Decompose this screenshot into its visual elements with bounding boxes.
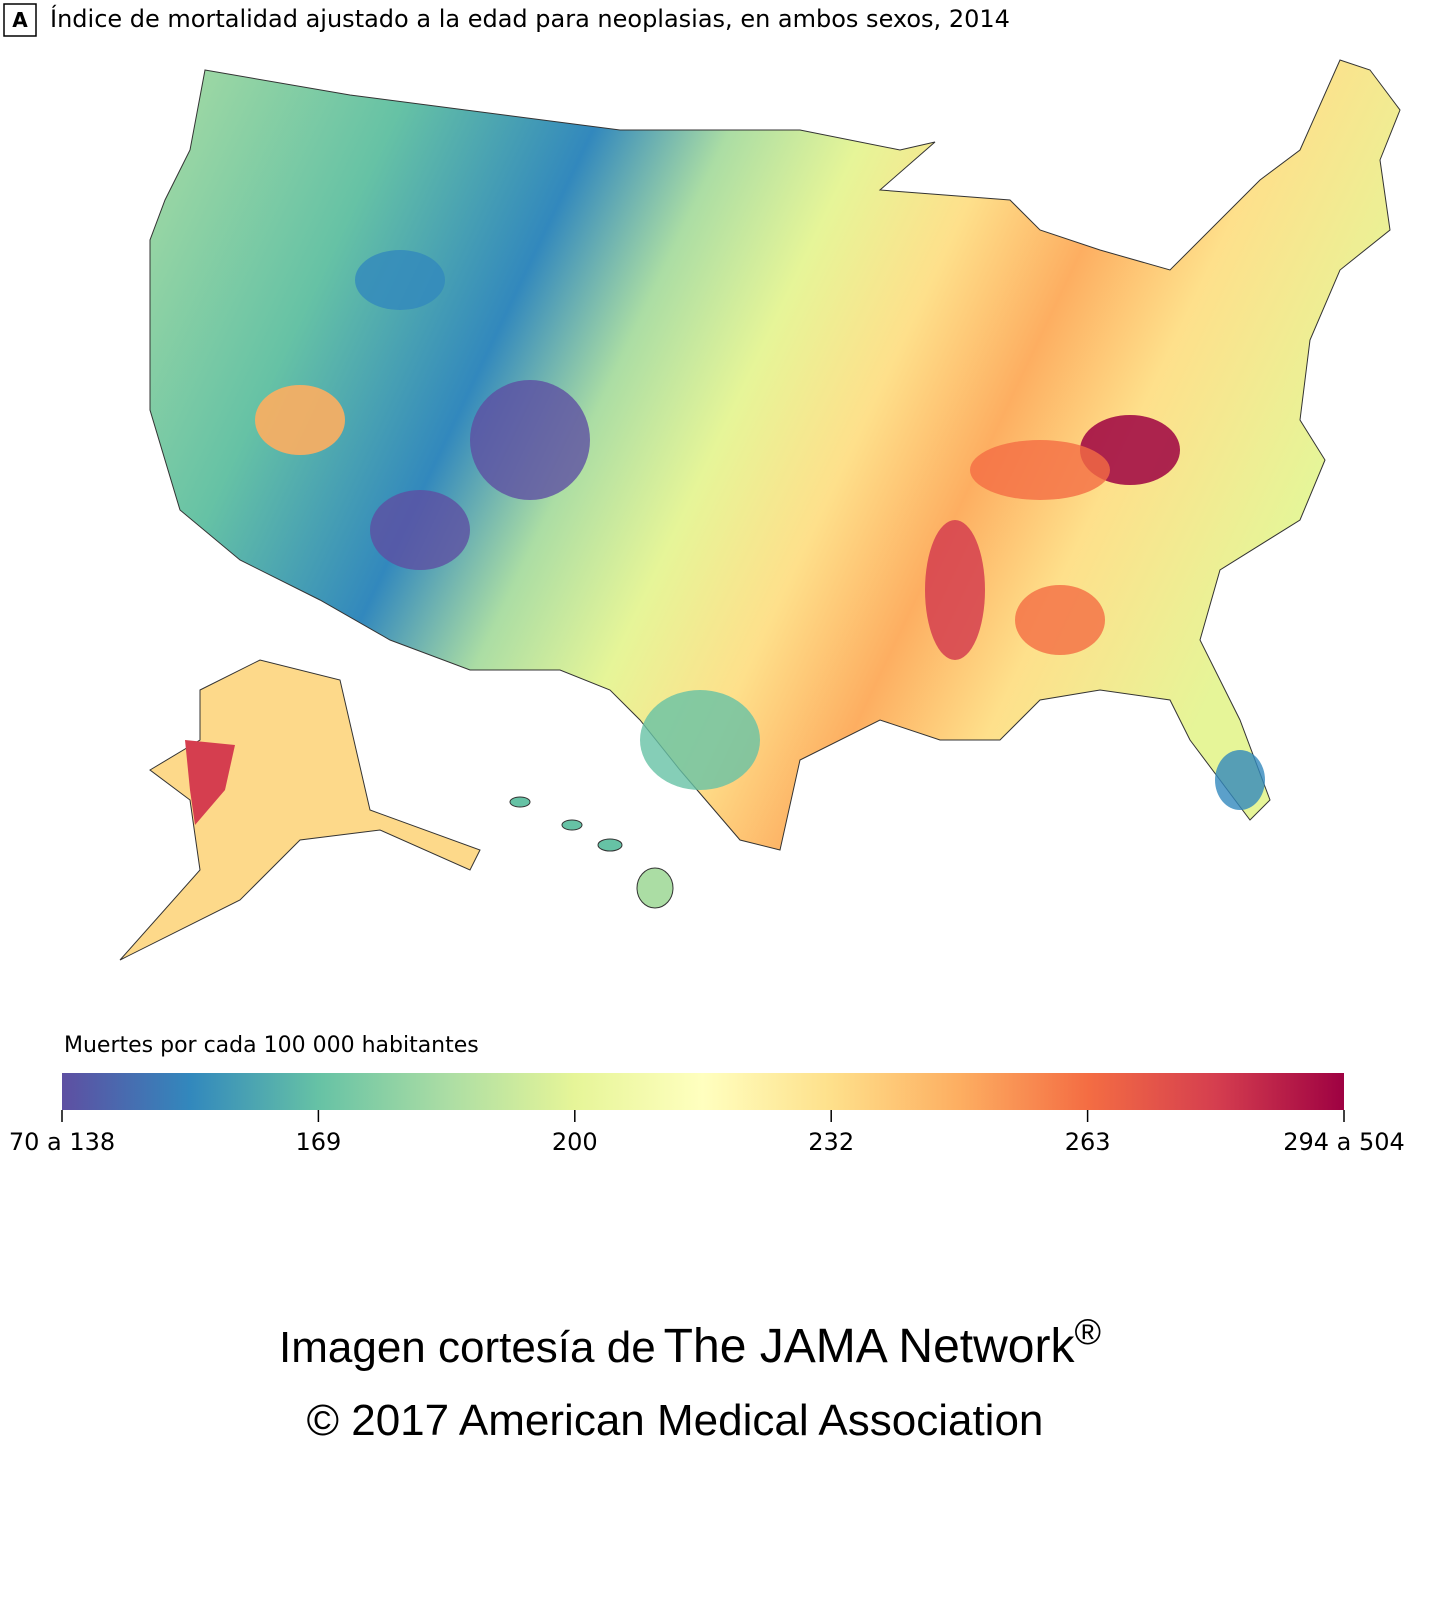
credit-prefix: Imagen cortesía de: [279, 1323, 656, 1372]
legend-tick-label: 294 a 504: [1283, 1128, 1405, 1156]
alaska: [119, 659, 481, 961]
region-patch: [255, 385, 345, 455]
map: [119, 59, 1401, 961]
legend-tick-label: 263: [1065, 1128, 1111, 1156]
region-patch: [1015, 585, 1105, 655]
panel-label: A: [12, 8, 28, 32]
region-patch: [470, 380, 590, 500]
legend-bar: [62, 1073, 1344, 1110]
region-patch: [355, 250, 445, 310]
legend-tick-label: 200: [552, 1128, 598, 1156]
credit-mark: ®: [1074, 1311, 1101, 1352]
region-patch: [370, 490, 470, 570]
region-patch: [925, 520, 985, 660]
region-patch: [640, 690, 760, 790]
hawaii: [597, 838, 623, 852]
copyright: © 2017 American Medical Association: [307, 1396, 1044, 1445]
legend-title: Muertes por cada 100 000 habitantes: [64, 1033, 479, 1058]
legend-tick-label: 232: [808, 1128, 854, 1156]
region-patch: [1215, 750, 1265, 810]
region-patch: [970, 440, 1110, 500]
map-title: Índice de mortalidad ajustado a la edad …: [50, 4, 1010, 33]
panel-box: [3, 3, 37, 37]
legend-tick-label: 70 a 138: [9, 1128, 115, 1156]
credit-brand: The JAMA Network: [664, 1320, 1076, 1373]
credit-line: Imagen cortesía de The JAMA Network®: [279, 1311, 1101, 1373]
hawaii: [561, 819, 583, 831]
legend-tick-label: 169: [295, 1128, 341, 1156]
hawaii: [636, 867, 674, 909]
hawaii: [509, 796, 531, 808]
alaska-patch: [185, 740, 235, 825]
